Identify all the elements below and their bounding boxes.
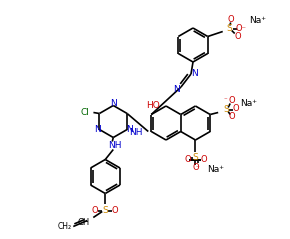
Text: Na⁺: Na⁺	[249, 16, 266, 25]
Text: Cl: Cl	[81, 108, 89, 117]
Text: S: S	[223, 105, 229, 114]
Text: S: S	[193, 152, 198, 162]
Text: O: O	[112, 206, 119, 215]
Text: Na⁺: Na⁺	[240, 99, 257, 108]
Text: O: O	[233, 104, 240, 113]
Text: O: O	[184, 154, 191, 163]
Text: CH₂: CH₂	[57, 222, 71, 231]
Text: N: N	[174, 85, 180, 93]
Text: NH: NH	[108, 141, 122, 150]
Text: O: O	[227, 15, 234, 24]
Text: O⁻: O⁻	[235, 24, 246, 33]
Text: N: N	[94, 125, 101, 134]
Text: S: S	[227, 24, 233, 33]
Text: CH: CH	[77, 218, 89, 227]
Text: O: O	[192, 163, 199, 173]
Text: Na⁺: Na⁺	[207, 165, 224, 174]
Text: O: O	[229, 112, 235, 121]
Text: S: S	[102, 206, 108, 215]
Text: NH: NH	[129, 128, 142, 137]
Text: ⁻: ⁻	[195, 165, 199, 171]
Text: N: N	[110, 99, 117, 108]
Text: O: O	[200, 154, 207, 163]
Text: HO: HO	[146, 101, 160, 109]
Text: N: N	[192, 69, 198, 77]
Text: ⁻: ⁻	[223, 98, 227, 103]
Text: N: N	[126, 125, 133, 134]
Text: O: O	[92, 206, 99, 215]
Text: O: O	[229, 96, 235, 105]
Text: O: O	[234, 32, 241, 41]
